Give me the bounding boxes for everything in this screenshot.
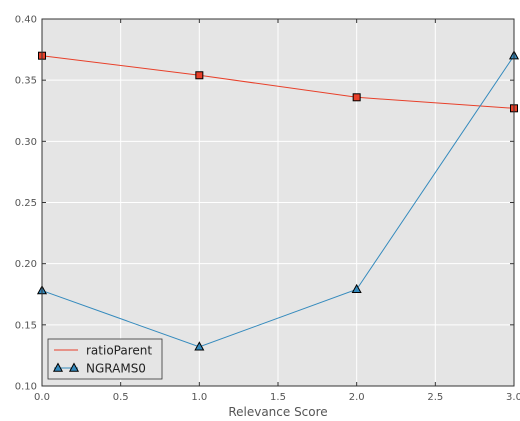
series-group	[36, 50, 520, 351]
legend-frame	[47, 338, 163, 380]
data-point-NGRAMS0	[194, 341, 205, 351]
y-tick-label: 0.30	[15, 137, 37, 148]
series-line-ratioParent	[41, 55, 515, 109]
y-tick-label: 0.25	[15, 198, 37, 209]
legend-marker-NGRAMS0	[52, 362, 64, 372]
legend: ratioParent NGRAMS0	[47, 338, 163, 380]
x-tick-label: 0.5	[113, 392, 129, 403]
legend-label-ratioParent: ratioParent	[86, 344, 152, 358]
data-point-ratioParent	[352, 93, 361, 102]
y-tick-label: 0.40	[15, 15, 37, 26]
x-tick-label: 2.0	[349, 392, 365, 403]
series-NGRAMS0	[36, 50, 520, 351]
data-point-ratioParent	[195, 71, 204, 80]
y-tick-label: 0.35	[15, 76, 37, 87]
plot-frame	[41, 18, 515, 387]
x-axis-label: Relevance Score	[228, 405, 327, 419]
y-tick-label: 0.15	[15, 320, 37, 331]
legend-label-NGRAMS0: NGRAMS0	[86, 362, 146, 376]
data-point-NGRAMS0	[351, 283, 362, 294]
x-tick-label: 0.0	[34, 392, 50, 403]
legend-marker-NGRAMS0	[68, 362, 80, 372]
tick-labels: 0.0 0.5 1.0 1.5 2.0 2.5 3.0 0.10 0.15 0.20 0.25 0.3…	[15, 15, 520, 404]
x-tick-label: 1.0	[191, 392, 207, 403]
series-line-NGRAMS0	[41, 55, 515, 348]
x-tick-label: 2.5	[427, 392, 443, 403]
y-tick-label: 0.20	[15, 259, 37, 270]
y-tick-label: 0.10	[15, 382, 37, 393]
x-tick-label: 3.0	[506, 392, 520, 403]
x-tick-label: 1.5	[270, 392, 286, 403]
